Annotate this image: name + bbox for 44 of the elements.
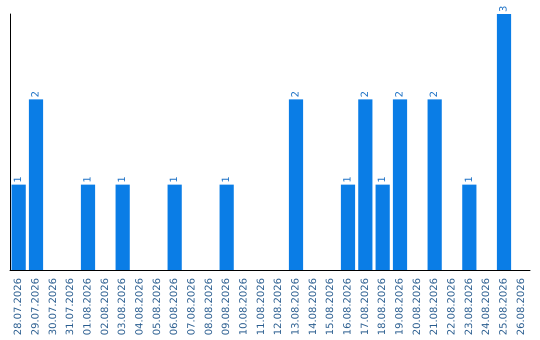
data-label: 1	[342, 176, 354, 183]
x-tick-label: 21.08.2026	[429, 278, 440, 336]
x-tick-label: 02.08.2026	[100, 278, 111, 336]
x-tick-label: 09.08.2026	[221, 278, 232, 336]
x-tick-label: 17.08.2026	[360, 278, 371, 336]
x-tick-label: 08.08.2026	[204, 278, 215, 336]
data-label: 1	[377, 176, 388, 183]
x-tick-label: 05.08.2026	[152, 278, 163, 336]
x-tick-label: 30.07.2026	[48, 278, 59, 336]
x-tick-label: 24.08.2026	[481, 278, 492, 336]
x-tick-label: 19.08.2026	[394, 278, 406, 336]
x-tick-label: 06.08.2026	[169, 278, 180, 336]
x-tick-label: 29.07.2026	[30, 278, 42, 336]
data-label: 1	[117, 176, 128, 183]
data-label: 2	[360, 90, 371, 98]
x-tick-label: 10.08.2026	[238, 278, 250, 336]
data-label: 1	[221, 176, 232, 183]
data-label: 1	[464, 176, 475, 183]
x-tick-label: 03.08.2026	[117, 278, 128, 336]
x-tick-label: 15.08.2026	[325, 278, 336, 336]
data-label: 1	[169, 176, 180, 183]
x-tick-label: 04.08.2026	[134, 278, 146, 336]
x-tick-label: 25.08.2026	[498, 278, 510, 336]
x-tick-label: 13.08.2026	[290, 278, 302, 336]
x-tick-label: 18.08.2026	[377, 278, 388, 336]
x-tick-label: 22.08.2026	[446, 278, 458, 336]
x-tick-label: 31.07.2026	[65, 278, 76, 336]
x-tick-label: 14.08.2026	[308, 278, 319, 336]
x-tick-label: 07.08.2026	[186, 278, 198, 336]
x-tick-label: 26.08.2026	[516, 278, 527, 336]
data-label: 2	[30, 90, 42, 98]
x-tick-label: 20.08.2026	[412, 278, 423, 336]
x-tick-label: 28.07.2026	[13, 278, 24, 336]
data-label: 1	[13, 176, 24, 183]
data-label: 2	[290, 90, 302, 98]
x-tick-label: 12.08.2026	[273, 278, 284, 336]
data-label: 1	[82, 176, 94, 183]
x-tick-label: 01.08.2026	[82, 278, 94, 336]
data-label: 3	[498, 6, 510, 12]
data-label: 2	[429, 90, 440, 98]
x-tick-label: 23.08.2026	[464, 278, 475, 336]
x-tick-label: 16.08.2026	[342, 278, 354, 336]
x-tick-label: 11.08.2026	[256, 278, 267, 336]
data-label: 2	[394, 90, 406, 98]
